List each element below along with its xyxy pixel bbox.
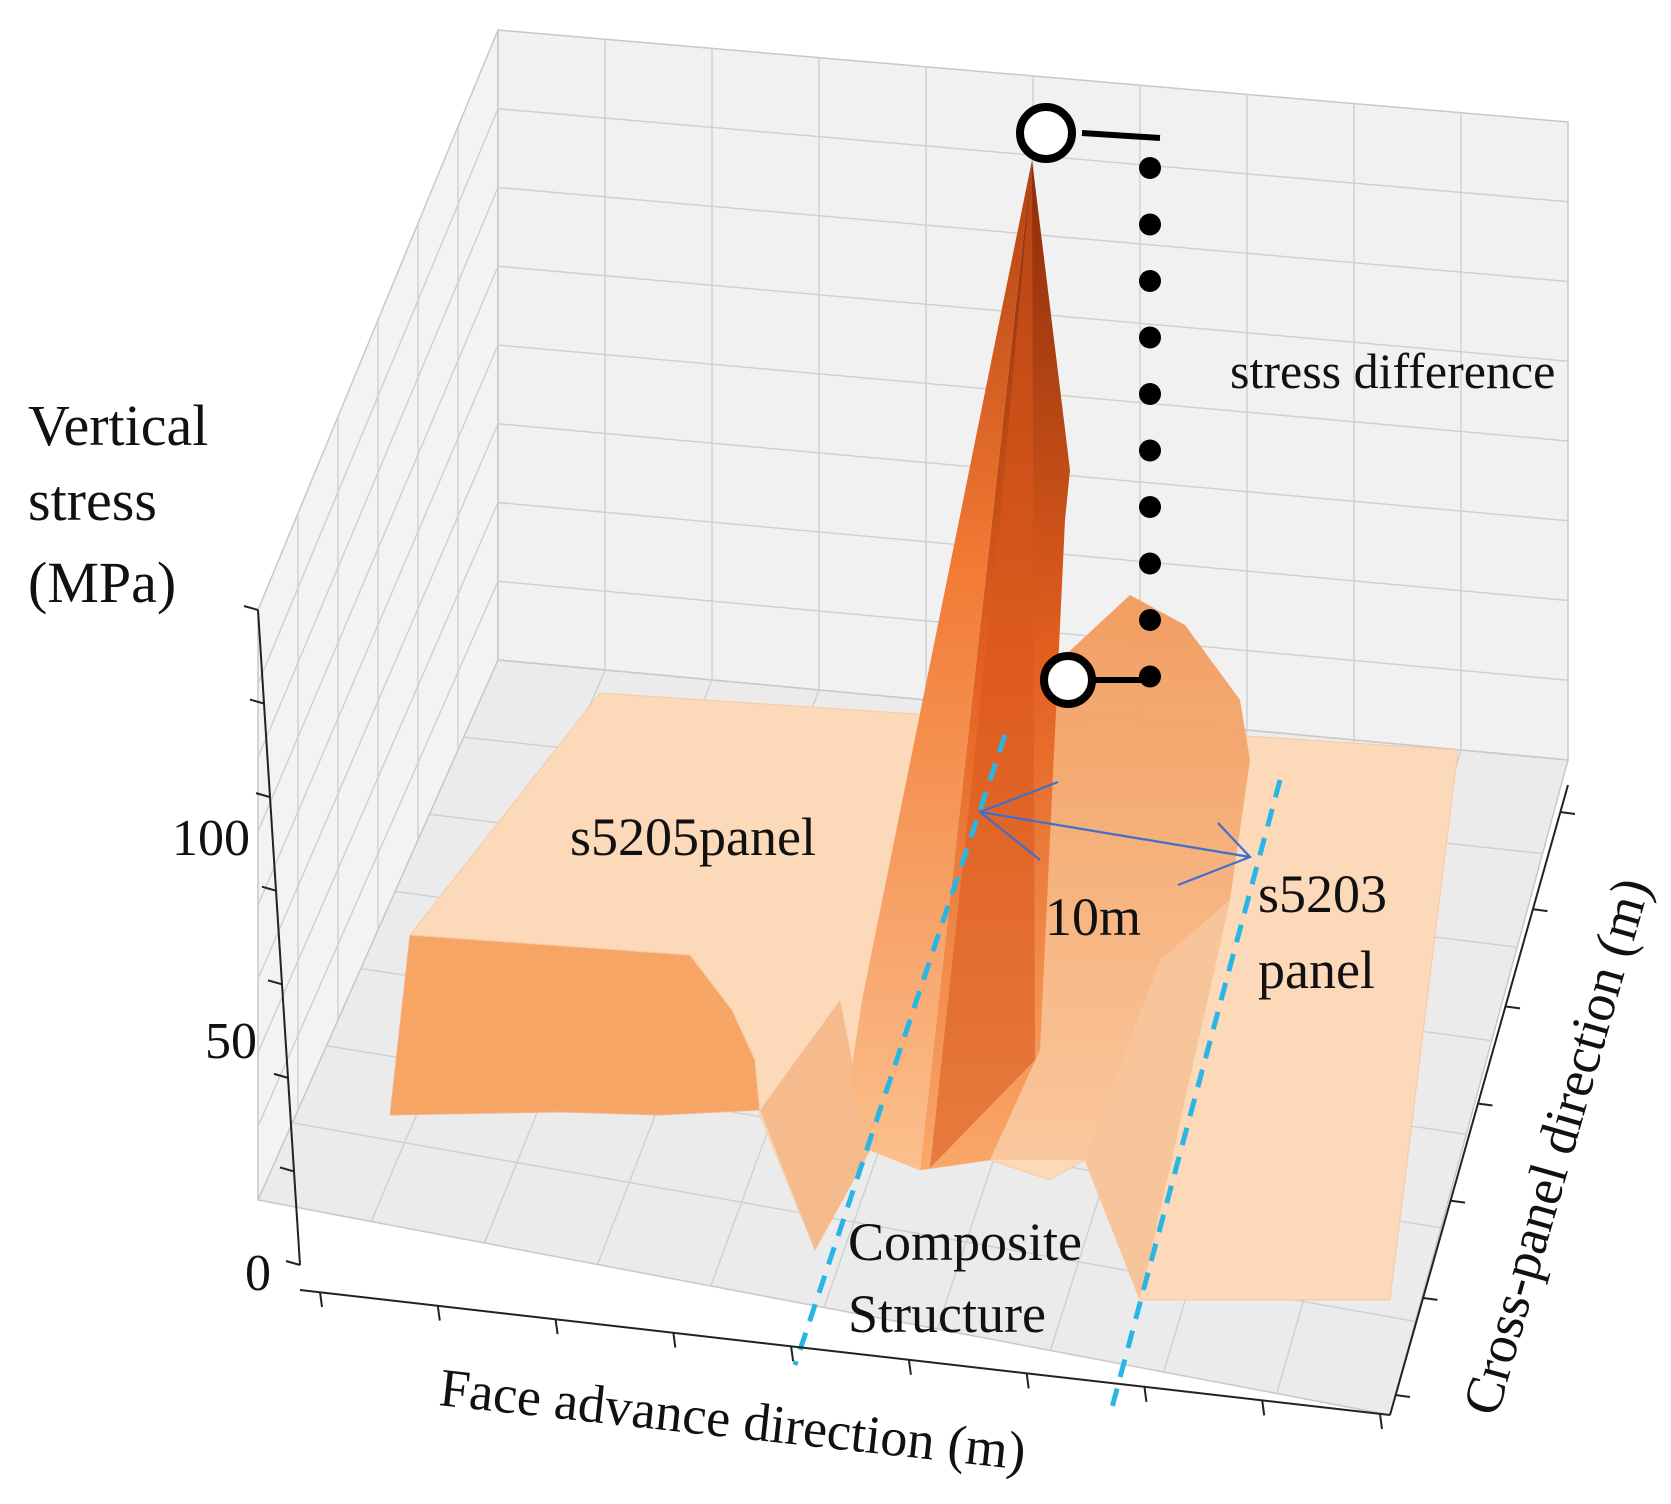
z-axis-tick bbox=[243, 605, 259, 611]
z-axis-tick bbox=[249, 698, 265, 705]
axis-ticks bbox=[243, 605, 1576, 1430]
y-axis-tick bbox=[1449, 1199, 1466, 1204]
stress-difference-dot bbox=[1139, 270, 1161, 292]
stress-difference-dot bbox=[1139, 157, 1161, 179]
width-arrow bbox=[977, 780, 1252, 887]
axes bbox=[257, 609, 1569, 1416]
stress-difference-dot bbox=[1139, 439, 1161, 462]
x-axis-tick bbox=[436, 1305, 441, 1321]
peak-marker-high bbox=[1016, 103, 1076, 163]
stress-difference-dot bbox=[1139, 665, 1161, 688]
left-lower-fold bbox=[760, 1000, 870, 1250]
z-axis-label-line3: (MPa) bbox=[28, 550, 176, 615]
stress-difference-dot bbox=[1139, 213, 1161, 236]
s5203-panel-label-line1: s5203 bbox=[1258, 864, 1387, 924]
z-axis-label-line2: stress bbox=[28, 468, 157, 533]
right-drop-fold bbox=[1085, 900, 1230, 1300]
y-axis-tick bbox=[1422, 1296, 1438, 1301]
s5203-panel-label-line2: panel bbox=[1258, 940, 1375, 1000]
z-axis-line bbox=[257, 609, 301, 1266]
x-axis-tick bbox=[1025, 1373, 1030, 1389]
composite-structure-label-line2: Structure bbox=[848, 1284, 1046, 1344]
stress-difference-marker bbox=[1016, 103, 1161, 708]
x-axis-tick bbox=[554, 1318, 559, 1335]
x-axis-tick bbox=[1379, 1413, 1383, 1430]
x-axis-label: Face advance direction (m) bbox=[437, 1357, 1029, 1481]
y-axis-tick bbox=[1504, 1005, 1521, 1010]
z-tick-0: 0 bbox=[245, 1245, 271, 1302]
y-axis-line bbox=[1389, 784, 1569, 1416]
z-axis-tick bbox=[273, 1072, 289, 1079]
dashed-line-right bbox=[1107, 779, 1283, 1416]
z-axis-tick bbox=[267, 979, 283, 986]
x-axis-tick bbox=[790, 1346, 795, 1362]
s5205-panel-label: s5205panel bbox=[570, 807, 816, 867]
composite-structure-label-line1: Composite bbox=[848, 1212, 1082, 1272]
width-label: 10m bbox=[1045, 887, 1141, 947]
y-axis-tick bbox=[1532, 908, 1548, 913]
z-axis-tick bbox=[255, 792, 271, 799]
stress-difference-dot bbox=[1139, 383, 1161, 405]
y-axis-tick bbox=[1394, 1394, 1411, 1398]
x-axis-tick bbox=[907, 1359, 912, 1375]
stress-difference-dot bbox=[1139, 609, 1161, 631]
stress-difference-dot bbox=[1139, 496, 1161, 518]
y-axis-tick bbox=[1477, 1102, 1493, 1107]
x-axis-line bbox=[299, 1289, 1391, 1416]
z-tick-100: 100 bbox=[172, 810, 250, 867]
z-axis-tick bbox=[279, 1166, 295, 1173]
z-axis-tick bbox=[285, 1260, 301, 1266]
z-axis-label-line1: Vertical bbox=[28, 393, 208, 458]
x-axis-tick bbox=[319, 1291, 323, 1308]
stress-difference-label: stress difference bbox=[1230, 343, 1555, 399]
x-axis-tick bbox=[1261, 1400, 1266, 1416]
y-axis-tick bbox=[1559, 811, 1576, 815]
main-peak-mid bbox=[930, 160, 1035, 1168]
dashed-line-left bbox=[792, 734, 1008, 1366]
main-peak-left bbox=[850, 160, 1032, 1170]
z-tick-50: 50 bbox=[205, 1013, 257, 1070]
stress-difference-dot bbox=[1139, 326, 1161, 349]
x-axis-tick bbox=[672, 1332, 677, 1348]
z-axis-tick bbox=[261, 885, 277, 892]
peak-marker-low bbox=[1040, 652, 1096, 708]
stress-surface bbox=[389, 160, 1459, 1301]
stress-difference-dot bbox=[1139, 552, 1161, 575]
x-axis-tick bbox=[1143, 1386, 1148, 1403]
